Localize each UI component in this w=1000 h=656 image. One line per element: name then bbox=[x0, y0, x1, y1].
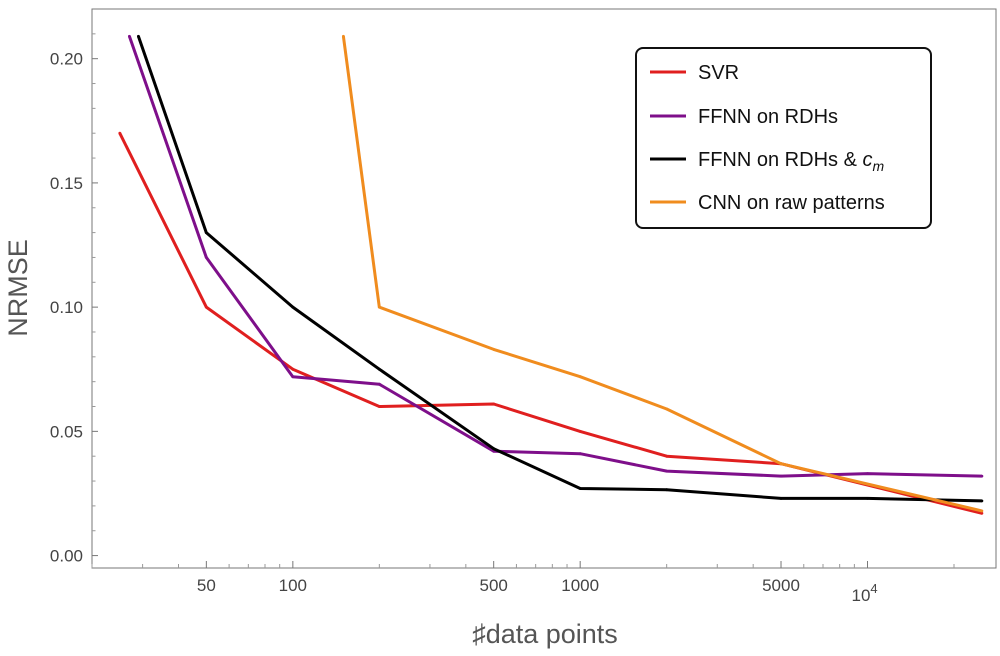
x-tick-label: 5000 bbox=[762, 576, 800, 595]
data-point-cnn-on-raw-patterns bbox=[492, 348, 496, 351]
series-layer bbox=[118, 34, 984, 515]
legend-label-ffnn-rdhs-cm-main: FFNN on RDHs & bbox=[698, 149, 862, 171]
x-axis-ticks: 50 100 500 1000 5000 104 bbox=[91, 561, 955, 605]
data-point-ffnn-on-rdhs bbox=[779, 497, 783, 500]
legend: SVR FFNN on RDHs FFNN on RDHs & cm CNN o… bbox=[635, 47, 932, 229]
data-point-svr bbox=[204, 305, 208, 309]
data-point-cnn-on-raw-patterns bbox=[779, 462, 783, 466]
data-point-ffnn-on-rdhs bbox=[377, 367, 381, 371]
data-point-ffnn-on-rdhs bbox=[665, 469, 669, 473]
data-point-ffnn-on-rdhs bbox=[204, 256, 208, 259]
legend-label-cnn: CNN on raw patterns bbox=[698, 192, 885, 214]
data-point-ffnn-on-rdhs bbox=[492, 447, 496, 451]
legend-label-cm-c: c bbox=[862, 149, 872, 171]
x-tick-power-exp: 4 bbox=[870, 581, 877, 596]
data-point-cnn-on-raw-patterns bbox=[980, 509, 984, 513]
y-tick-label: 0.15 bbox=[50, 174, 83, 193]
data-point-svr bbox=[980, 511, 984, 515]
y-tick-label: 0.05 bbox=[50, 422, 83, 441]
x-tick-label: 1000 bbox=[561, 576, 599, 595]
data-point-ffnn-on-rdhs bbox=[578, 452, 582, 456]
legend-label-ffnn-rdhs-cm: FFNN on RDHs & cm bbox=[698, 149, 884, 174]
data-point-ffnn-on-rdhs bbox=[866, 472, 869, 475]
data-point-svr bbox=[492, 402, 496, 406]
y-axis-ticks: 0.00 0.05 0.10 0.15 0.20 bbox=[50, 33, 98, 566]
plot-frame bbox=[91, 8, 997, 569]
y-tick-label: 0.00 bbox=[50, 547, 83, 566]
y-tick-label: 0.20 bbox=[50, 50, 83, 69]
data-point-ffnn-on-rdhs bbox=[980, 474, 984, 478]
data-point-svr bbox=[291, 367, 295, 371]
data-point-cnn-on-raw-patterns bbox=[578, 375, 582, 379]
legend-box bbox=[635, 47, 932, 229]
x-tick-label: 100 bbox=[279, 576, 307, 595]
data-point-ffnn-on-rdhs bbox=[578, 487, 582, 490]
legend-label-cm-m: m bbox=[872, 158, 884, 174]
data-point-ffnn-on-rdhs bbox=[127, 34, 131, 38]
data-point-svr bbox=[578, 430, 582, 433]
x-tick-power-base: 10 bbox=[852, 586, 871, 605]
data-point-ffnn-on-rdhs bbox=[204, 231, 208, 235]
data-point-ffnn-on-rdhs bbox=[291, 305, 295, 309]
data-point-ffnn-on-rdhs bbox=[137, 34, 140, 38]
x-axis-title: ♯data points bbox=[472, 619, 618, 649]
data-point-cnn-on-raw-patterns bbox=[377, 305, 381, 309]
data-point-cnn-on-raw-patterns bbox=[342, 34, 345, 38]
data-point-ffnn-on-rdhs bbox=[665, 488, 669, 492]
data-point-svr bbox=[118, 131, 122, 135]
plot-area bbox=[91, 8, 997, 569]
data-point-ffnn-on-rdhs bbox=[779, 474, 783, 478]
x-tick-label: 500 bbox=[479, 576, 507, 595]
series-line-ffnn-on-rdhs bbox=[136, 35, 982, 503]
legend-label-ffnn-rdhs: FFNN on RDHs bbox=[698, 106, 838, 128]
x-tick-label-power: 104 bbox=[852, 581, 878, 605]
data-point-cnn-on-raw-patterns bbox=[665, 407, 669, 411]
x-tick-label: 50 bbox=[197, 576, 216, 595]
y-tick-label: 0.10 bbox=[50, 298, 83, 317]
data-point-svr bbox=[665, 454, 669, 458]
data-point-ffnn-on-rdhs bbox=[980, 499, 984, 503]
data-point-svr bbox=[377, 405, 381, 408]
data-point-ffnn-on-rdhs bbox=[866, 497, 869, 500]
data-point-ffnn-on-rdhs bbox=[291, 375, 295, 379]
data-point-ffnn-on-rdhs bbox=[377, 382, 381, 386]
legend-label-svr: SVR bbox=[698, 62, 739, 84]
y-axis-title: NRMSE bbox=[3, 239, 33, 337]
